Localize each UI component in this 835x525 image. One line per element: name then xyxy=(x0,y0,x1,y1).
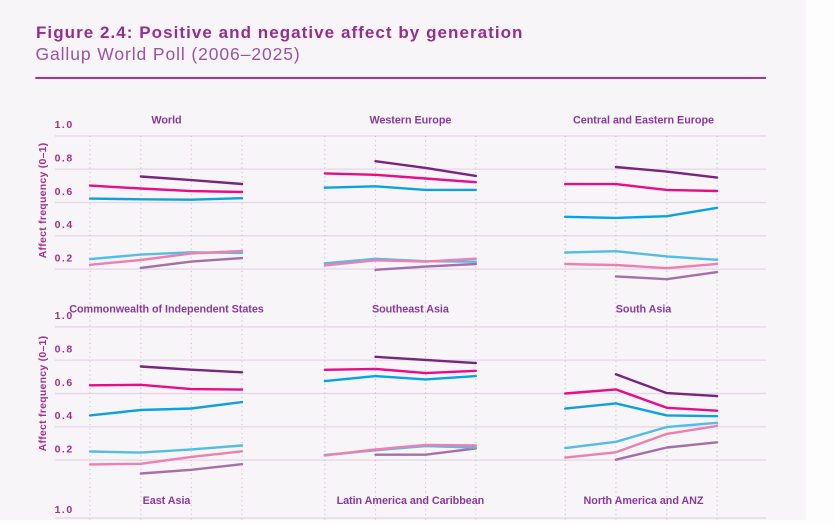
svg-text:1.0: 1.0 xyxy=(55,504,74,516)
svg-text:0.2: 0.2 xyxy=(55,443,74,455)
svg-text:1.0: 1.0 xyxy=(55,119,74,131)
svg-text:0.8: 0.8 xyxy=(55,153,74,165)
svg-text:East Asia: East Asia xyxy=(143,495,192,507)
svg-text:0.6: 0.6 xyxy=(55,186,74,198)
svg-text:Commonwealth of Independent St: Commonwealth of Independent States xyxy=(69,303,264,315)
svg-text:Western Europe: Western Europe xyxy=(369,115,451,127)
svg-text:Affect frequency (0–1): Affect frequency (0–1) xyxy=(37,336,49,452)
svg-text:South Asia: South Asia xyxy=(616,303,673,315)
svg-text:Latin America and Caribbean: Latin America and Caribbean xyxy=(337,495,485,507)
svg-text:Southeast Asia: Southeast Asia xyxy=(372,303,450,315)
svg-text:Central and Eastern Europe: Central and Eastern Europe xyxy=(573,115,714,127)
svg-text:0.8: 0.8 xyxy=(55,344,74,356)
svg-text:Figure 2.4: Positive and negat: Figure 2.4: Positive and negative affect… xyxy=(36,23,523,42)
svg-text:1.0: 1.0 xyxy=(55,310,74,322)
svg-text:0.4: 0.4 xyxy=(55,410,74,422)
svg-text:0.4: 0.4 xyxy=(55,219,74,231)
svg-text:Gallup World Poll (2006–2025): Gallup World Poll (2006–2025) xyxy=(36,44,301,64)
svg-text:North America and ANZ: North America and ANZ xyxy=(584,495,704,507)
svg-text:World: World xyxy=(151,115,181,127)
svg-text:Affect frequency (0–1): Affect frequency (0–1) xyxy=(37,143,49,259)
svg-text:0.6: 0.6 xyxy=(55,377,74,389)
svg-text:0.2: 0.2 xyxy=(55,252,74,264)
